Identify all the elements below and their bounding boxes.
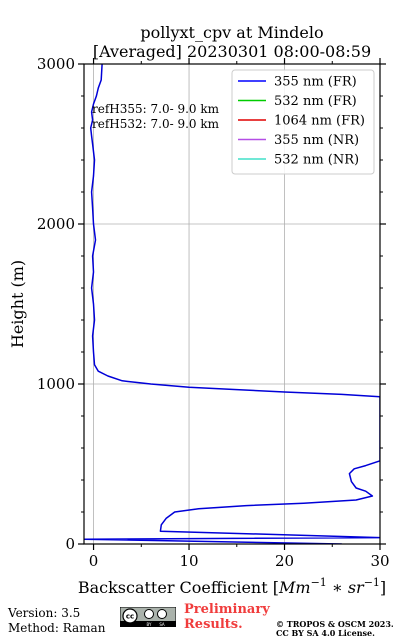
version-text: Version: 3.5 [8, 606, 81, 620]
plot-frame [83, 63, 381, 545]
chart-title-line1: pollyxt_cpv at Mindelo [140, 23, 323, 42]
method-text: Method: Raman [8, 621, 106, 635]
svg-text:SA: SA [159, 622, 165, 627]
x-tick-label: 30 [370, 552, 389, 570]
svg-text:cc: cc [126, 613, 134, 621]
chart: pollyxt_cpv at Mindelo [Averaged] 202303… [8, 23, 390, 597]
legend-label: 355 nm (NR) [274, 133, 359, 148]
preliminary-results-note: Preliminary Results. [184, 602, 270, 632]
legend-label: 355 nm (FR) [274, 75, 357, 90]
y-tick-label: 0 [65, 535, 75, 553]
preliminary-line2: Results. [184, 617, 243, 632]
x-tick-label: 0 [89, 552, 99, 570]
legend-label: 532 nm (NR) [274, 153, 359, 168]
cc-by-sa-license-logo: cc BY SA [120, 607, 176, 627]
y-tick-label: 2000 [37, 215, 75, 233]
y-tick-label: 3000 [37, 55, 75, 73]
y-axis-label: Height (m) [8, 260, 27, 348]
preliminary-line1: Preliminary [184, 602, 270, 617]
series-layer [84, 64, 380, 544]
legend-label: 532 nm (FR) [274, 94, 357, 109]
y-tick-label: 1000 [37, 375, 75, 393]
annotation-refh355: refH355: 7.0- 9.0 km [92, 102, 220, 116]
legend: 355 nm (FR) 532 nm (FR) 1064 nm (FR) 355 nm… [231, 69, 375, 175]
x-axis-label: Backscatter Coefficient [Mm−1 ∗ sr−1] [78, 576, 386, 597]
copyright-line2: CC BY SA 4.0 License. [276, 628, 375, 638]
ticks: 0 10 20 30 0 1000 2000 3000 [37, 55, 390, 570]
chart-title-line2: [Averaged] 20230301 08:00-08:59 [93, 42, 371, 61]
copyright-line1: © TROPOS & OSCM 2023. [276, 619, 394, 629]
legend-label: 1064 nm (FR) [274, 114, 365, 129]
legend-box [231, 69, 375, 175]
x-tick-label: 20 [275, 552, 294, 570]
annotation-refh532: refH532: 7.0- 9.0 km [92, 117, 220, 131]
series-line-355nm-fr [84, 64, 380, 544]
svg-text:BY: BY [147, 622, 153, 627]
x-tick-label: 10 [179, 552, 198, 570]
copyright-note: © TROPOS & OSCM 2023. CC BY SA 4.0 Licen… [276, 620, 394, 638]
